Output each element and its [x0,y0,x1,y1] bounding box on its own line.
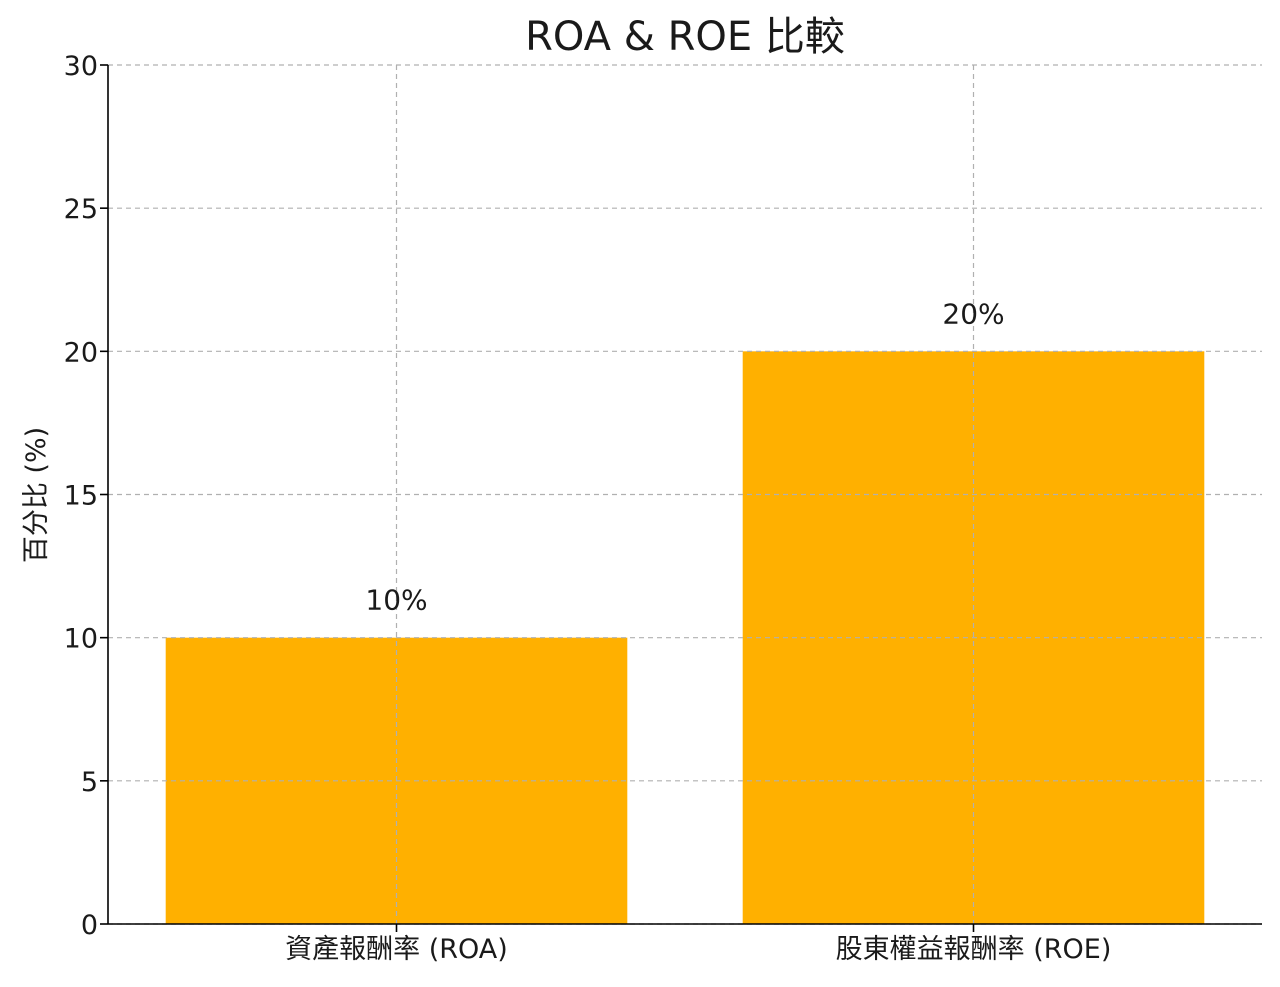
y-tick-label-5: 25 [64,194,98,225]
value-labels-layer: 10% 20% [365,297,1004,616]
y-tick-label-3: 15 [64,481,98,512]
chart-title: ROA & ROE 比較 [525,14,845,60]
value-label-0: 10% [365,584,427,617]
x-tick-label-1: 股東權益報酬率 (ROE) [836,934,1112,965]
y-tick-label-0: 0 [81,910,98,941]
y-tick-label-4: 20 [64,337,98,368]
x-tick-label-0: 資產報酬率 (ROA) [285,934,508,965]
y-tick-label-6: 30 [64,51,98,82]
value-label-1: 20% [942,297,1004,330]
y-tick-label-2: 10 [64,624,98,655]
y-tick-label-1: 5 [81,767,98,798]
y-axis-label: 百分比 (%) [21,427,52,563]
ticks-layer: 0 5 10 15 20 25 30 資產報酬率 (ROA) 股東權益報酬率 (ROE) [64,51,1112,965]
